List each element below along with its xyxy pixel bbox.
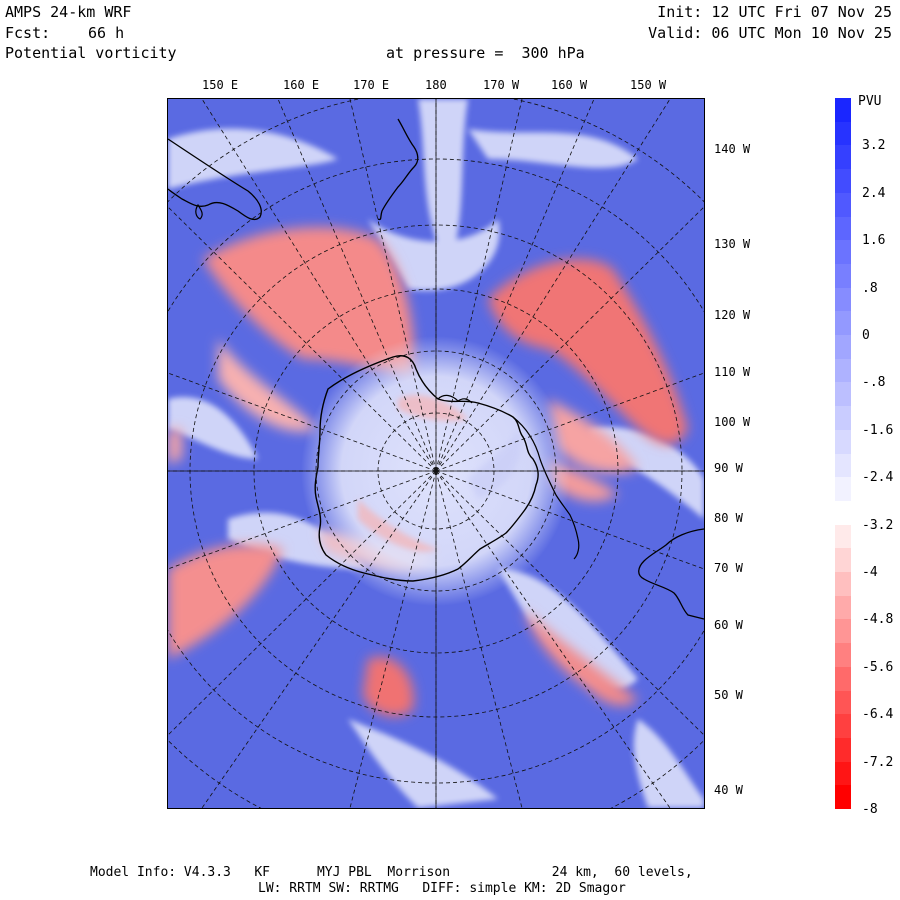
colorbar-cell (835, 145, 851, 170)
colorbar-tick-label: -8 (862, 802, 878, 817)
colorbar-cell (835, 335, 851, 360)
colorbar-tick-label: .8 (862, 281, 878, 296)
pv-map (167, 98, 705, 809)
new-zealand-coastline (377, 118, 419, 221)
colorbar-cell (835, 382, 851, 407)
colorbar-cell (835, 263, 851, 289)
valid-time: Valid: 06 UTC Mon 10 Nov 25 (648, 24, 892, 42)
colorbar-cell (835, 572, 851, 597)
colorbar-cell (835, 714, 851, 739)
colorbar-cell (835, 500, 851, 526)
lon-label-160w: 160 W (551, 78, 588, 92)
lon-label-40w: 40 W (714, 783, 743, 797)
colorbar-cell (835, 524, 851, 549)
colorbar-tick-label: -2.4 (862, 470, 894, 485)
colorbar-cell (835, 287, 851, 312)
colorbar-cell (835, 240, 851, 265)
pressure-level: at pressure = 300 hPa (386, 44, 585, 62)
antarctica-coastline (314, 355, 539, 582)
colorbar-cell (835, 785, 851, 810)
colorbar-cell (835, 619, 851, 644)
lon-label-170e: 170 E (353, 78, 390, 92)
colorbar-cell (835, 311, 851, 336)
colorbar-title: PVU (858, 94, 882, 109)
colorbar-cell (835, 406, 851, 431)
model-title: AMPS 24-km WRF (5, 3, 132, 21)
forecast-label: Fcst: (5, 24, 51, 42)
init-time: Init: 12 UTC Fri 07 Nov 25 (657, 3, 892, 21)
antarctic-peninsula (512, 416, 580, 560)
lon-label-120w: 120 W (714, 308, 751, 322)
lon-label-150e: 150 E (202, 78, 239, 92)
lon-label-140w: 140 W (714, 142, 751, 156)
colorbar-tick-label: 2.4 (862, 186, 886, 201)
forecast-hours: 66 h (88, 24, 125, 42)
colorbar (835, 98, 851, 810)
colorbar-cell (835, 216, 851, 241)
colorbar-cell (835, 761, 851, 786)
model-info-line2: LW: RRTM SW: RRTMG DIFF: simple KM: 2D S… (258, 881, 626, 896)
colorbar-tick-label: 1.6 (862, 233, 886, 248)
colorbar-cell (835, 643, 851, 668)
colorbar-tick-label: 3.2 (862, 138, 886, 153)
colorbar-cell (835, 690, 851, 715)
lon-label-70w: 70 W (714, 561, 743, 575)
colorbar-tick-label: 0 (862, 328, 870, 343)
lon-label-60w: 60 W (714, 618, 743, 632)
lon-label-100w: 100 W (714, 415, 751, 429)
colorbar-tick-label: -1.6 (862, 423, 894, 438)
colorbar-cell (835, 548, 851, 573)
model-info-line1: Model Info: V4.3.3 KF MYJ PBL Morrison 2… (90, 865, 693, 880)
lon-label-160e: 160 E (283, 78, 320, 92)
lon-label-90w: 90 W (714, 461, 743, 475)
lon-label-110w: 110 W (714, 365, 751, 379)
colorbar-cell (835, 98, 851, 123)
australia-coastline (168, 138, 262, 221)
colorbar-tick-label: -4 (862, 565, 878, 580)
colorbar-cell (835, 358, 851, 383)
colorbar-cell (835, 121, 851, 146)
lon-label-180: 180 (425, 78, 447, 92)
lon-label-150w: 150 W (630, 78, 667, 92)
colorbar-cell (835, 453, 851, 478)
colorbar-tick-label: -6.4 (862, 707, 894, 722)
colorbar-tick-label: -.8 (862, 375, 886, 390)
colorbar-tick-label: -7.2 (862, 755, 894, 770)
colorbar-cell (835, 192, 851, 217)
colorbar-cell (835, 666, 851, 691)
colorbar-cell (835, 169, 851, 194)
colorbar-tick-label: -5.6 (862, 660, 894, 675)
colorbar-cell (835, 429, 851, 454)
colorbar-cell (835, 737, 851, 763)
south-america-coastline (638, 528, 704, 620)
lon-label-130w: 130 W (714, 237, 751, 251)
ronne-ice-coast (437, 394, 473, 404)
tasmania-coastline (195, 203, 203, 220)
colorbar-tick-label: -3.2 (862, 518, 894, 533)
colorbar-cell (835, 477, 851, 502)
lon-label-50w: 50 W (714, 688, 743, 702)
colorbar-tick-label: -4.8 (862, 612, 894, 627)
lon-label-80w: 80 W (714, 511, 743, 525)
field-name: Potential vorticity (5, 44, 177, 62)
lon-label-170w: 170 W (483, 78, 520, 92)
colorbar-cell (835, 595, 851, 620)
